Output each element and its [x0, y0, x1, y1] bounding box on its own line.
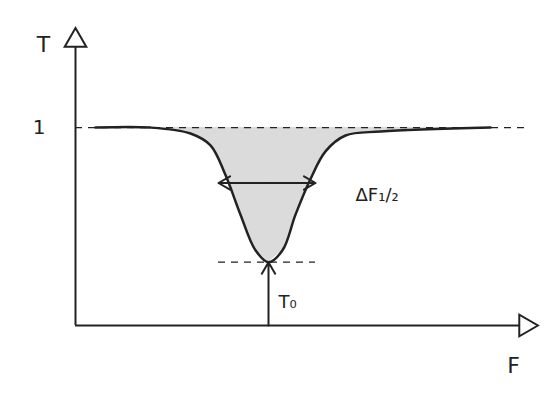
svg-text:1: 1 — [33, 115, 46, 139]
svg-text:T₀: T₀ — [278, 291, 297, 312]
svg-text:ΔF₁/₂: ΔF₁/₂ — [356, 184, 399, 205]
svg-text:F: F — [507, 353, 520, 378]
svg-text:T: T — [36, 32, 51, 57]
